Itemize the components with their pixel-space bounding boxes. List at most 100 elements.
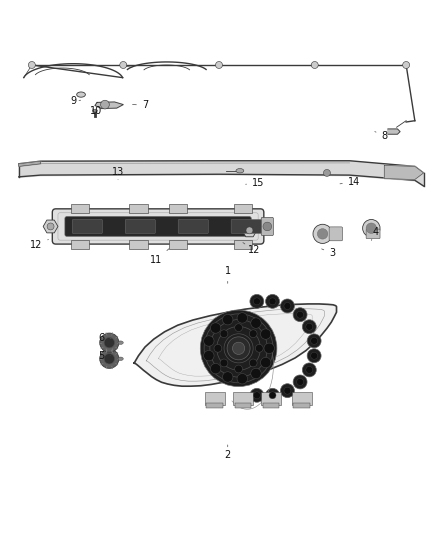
Circle shape [237,374,247,384]
Text: 9: 9 [70,96,81,106]
Circle shape [214,344,222,352]
Circle shape [210,364,221,374]
Circle shape [323,169,330,176]
Ellipse shape [77,92,85,97]
Circle shape [284,387,291,394]
Circle shape [215,61,223,68]
Circle shape [246,227,253,234]
FancyBboxPatch shape [231,220,261,233]
FancyBboxPatch shape [261,392,281,405]
Circle shape [284,302,291,310]
FancyBboxPatch shape [206,403,223,408]
Text: 11: 11 [150,249,169,265]
Circle shape [269,392,276,399]
Circle shape [251,368,261,379]
Text: 8: 8 [375,131,388,141]
Circle shape [254,392,260,399]
Polygon shape [134,304,336,386]
Circle shape [318,229,328,239]
Circle shape [363,220,380,237]
Ellipse shape [236,168,244,173]
Circle shape [104,337,115,348]
FancyBboxPatch shape [169,240,187,249]
Circle shape [280,299,294,313]
Circle shape [233,342,245,354]
Polygon shape [242,224,257,237]
FancyBboxPatch shape [71,204,89,213]
Circle shape [403,61,410,68]
FancyBboxPatch shape [261,217,273,236]
Circle shape [293,308,307,321]
Text: 10: 10 [90,106,102,116]
Circle shape [302,363,316,377]
Circle shape [204,336,214,346]
FancyBboxPatch shape [169,204,187,213]
Circle shape [366,223,377,233]
FancyBboxPatch shape [125,220,155,233]
FancyBboxPatch shape [52,209,264,244]
Polygon shape [388,129,400,134]
Circle shape [210,323,221,333]
Ellipse shape [92,109,98,112]
Polygon shape [19,161,41,166]
Circle shape [261,357,271,368]
Circle shape [223,372,233,382]
FancyBboxPatch shape [366,229,380,239]
Ellipse shape [118,357,123,360]
Circle shape [311,352,318,359]
Circle shape [249,330,257,337]
Polygon shape [385,166,424,180]
Circle shape [263,222,272,231]
Circle shape [302,320,316,334]
Circle shape [311,61,318,68]
Text: 12: 12 [30,239,48,250]
Circle shape [265,389,279,402]
Polygon shape [43,220,58,233]
Circle shape [297,311,304,318]
Text: 6: 6 [99,333,111,343]
FancyBboxPatch shape [233,392,253,405]
Circle shape [104,353,115,364]
Text: 2: 2 [225,445,231,459]
Circle shape [306,366,313,374]
Circle shape [100,333,119,352]
Circle shape [250,389,264,402]
Circle shape [280,384,294,398]
FancyBboxPatch shape [205,392,225,405]
FancyBboxPatch shape [71,240,89,249]
FancyBboxPatch shape [293,403,310,408]
Circle shape [100,349,119,368]
Text: 1: 1 [225,266,231,284]
Circle shape [223,314,233,325]
Circle shape [264,343,275,353]
FancyBboxPatch shape [234,240,252,249]
Circle shape [101,100,110,109]
Text: 5: 5 [99,351,110,361]
Circle shape [306,323,313,330]
Circle shape [249,359,257,367]
Circle shape [28,61,35,68]
Circle shape [235,324,243,332]
FancyBboxPatch shape [235,403,251,408]
FancyBboxPatch shape [234,204,252,213]
Ellipse shape [118,341,123,344]
Circle shape [254,298,260,305]
FancyBboxPatch shape [129,240,148,249]
Circle shape [120,61,127,68]
Circle shape [313,224,332,244]
Text: 13: 13 [112,167,124,180]
FancyBboxPatch shape [178,220,208,233]
Text: 15: 15 [246,177,265,188]
FancyBboxPatch shape [329,227,343,241]
Circle shape [47,223,54,230]
FancyBboxPatch shape [129,204,148,213]
Circle shape [237,313,247,323]
Text: 7: 7 [133,100,148,110]
Circle shape [200,310,277,386]
Circle shape [220,359,228,367]
FancyBboxPatch shape [72,220,102,233]
Circle shape [227,337,250,360]
Circle shape [261,329,271,340]
Circle shape [251,318,261,328]
Circle shape [311,337,318,344]
